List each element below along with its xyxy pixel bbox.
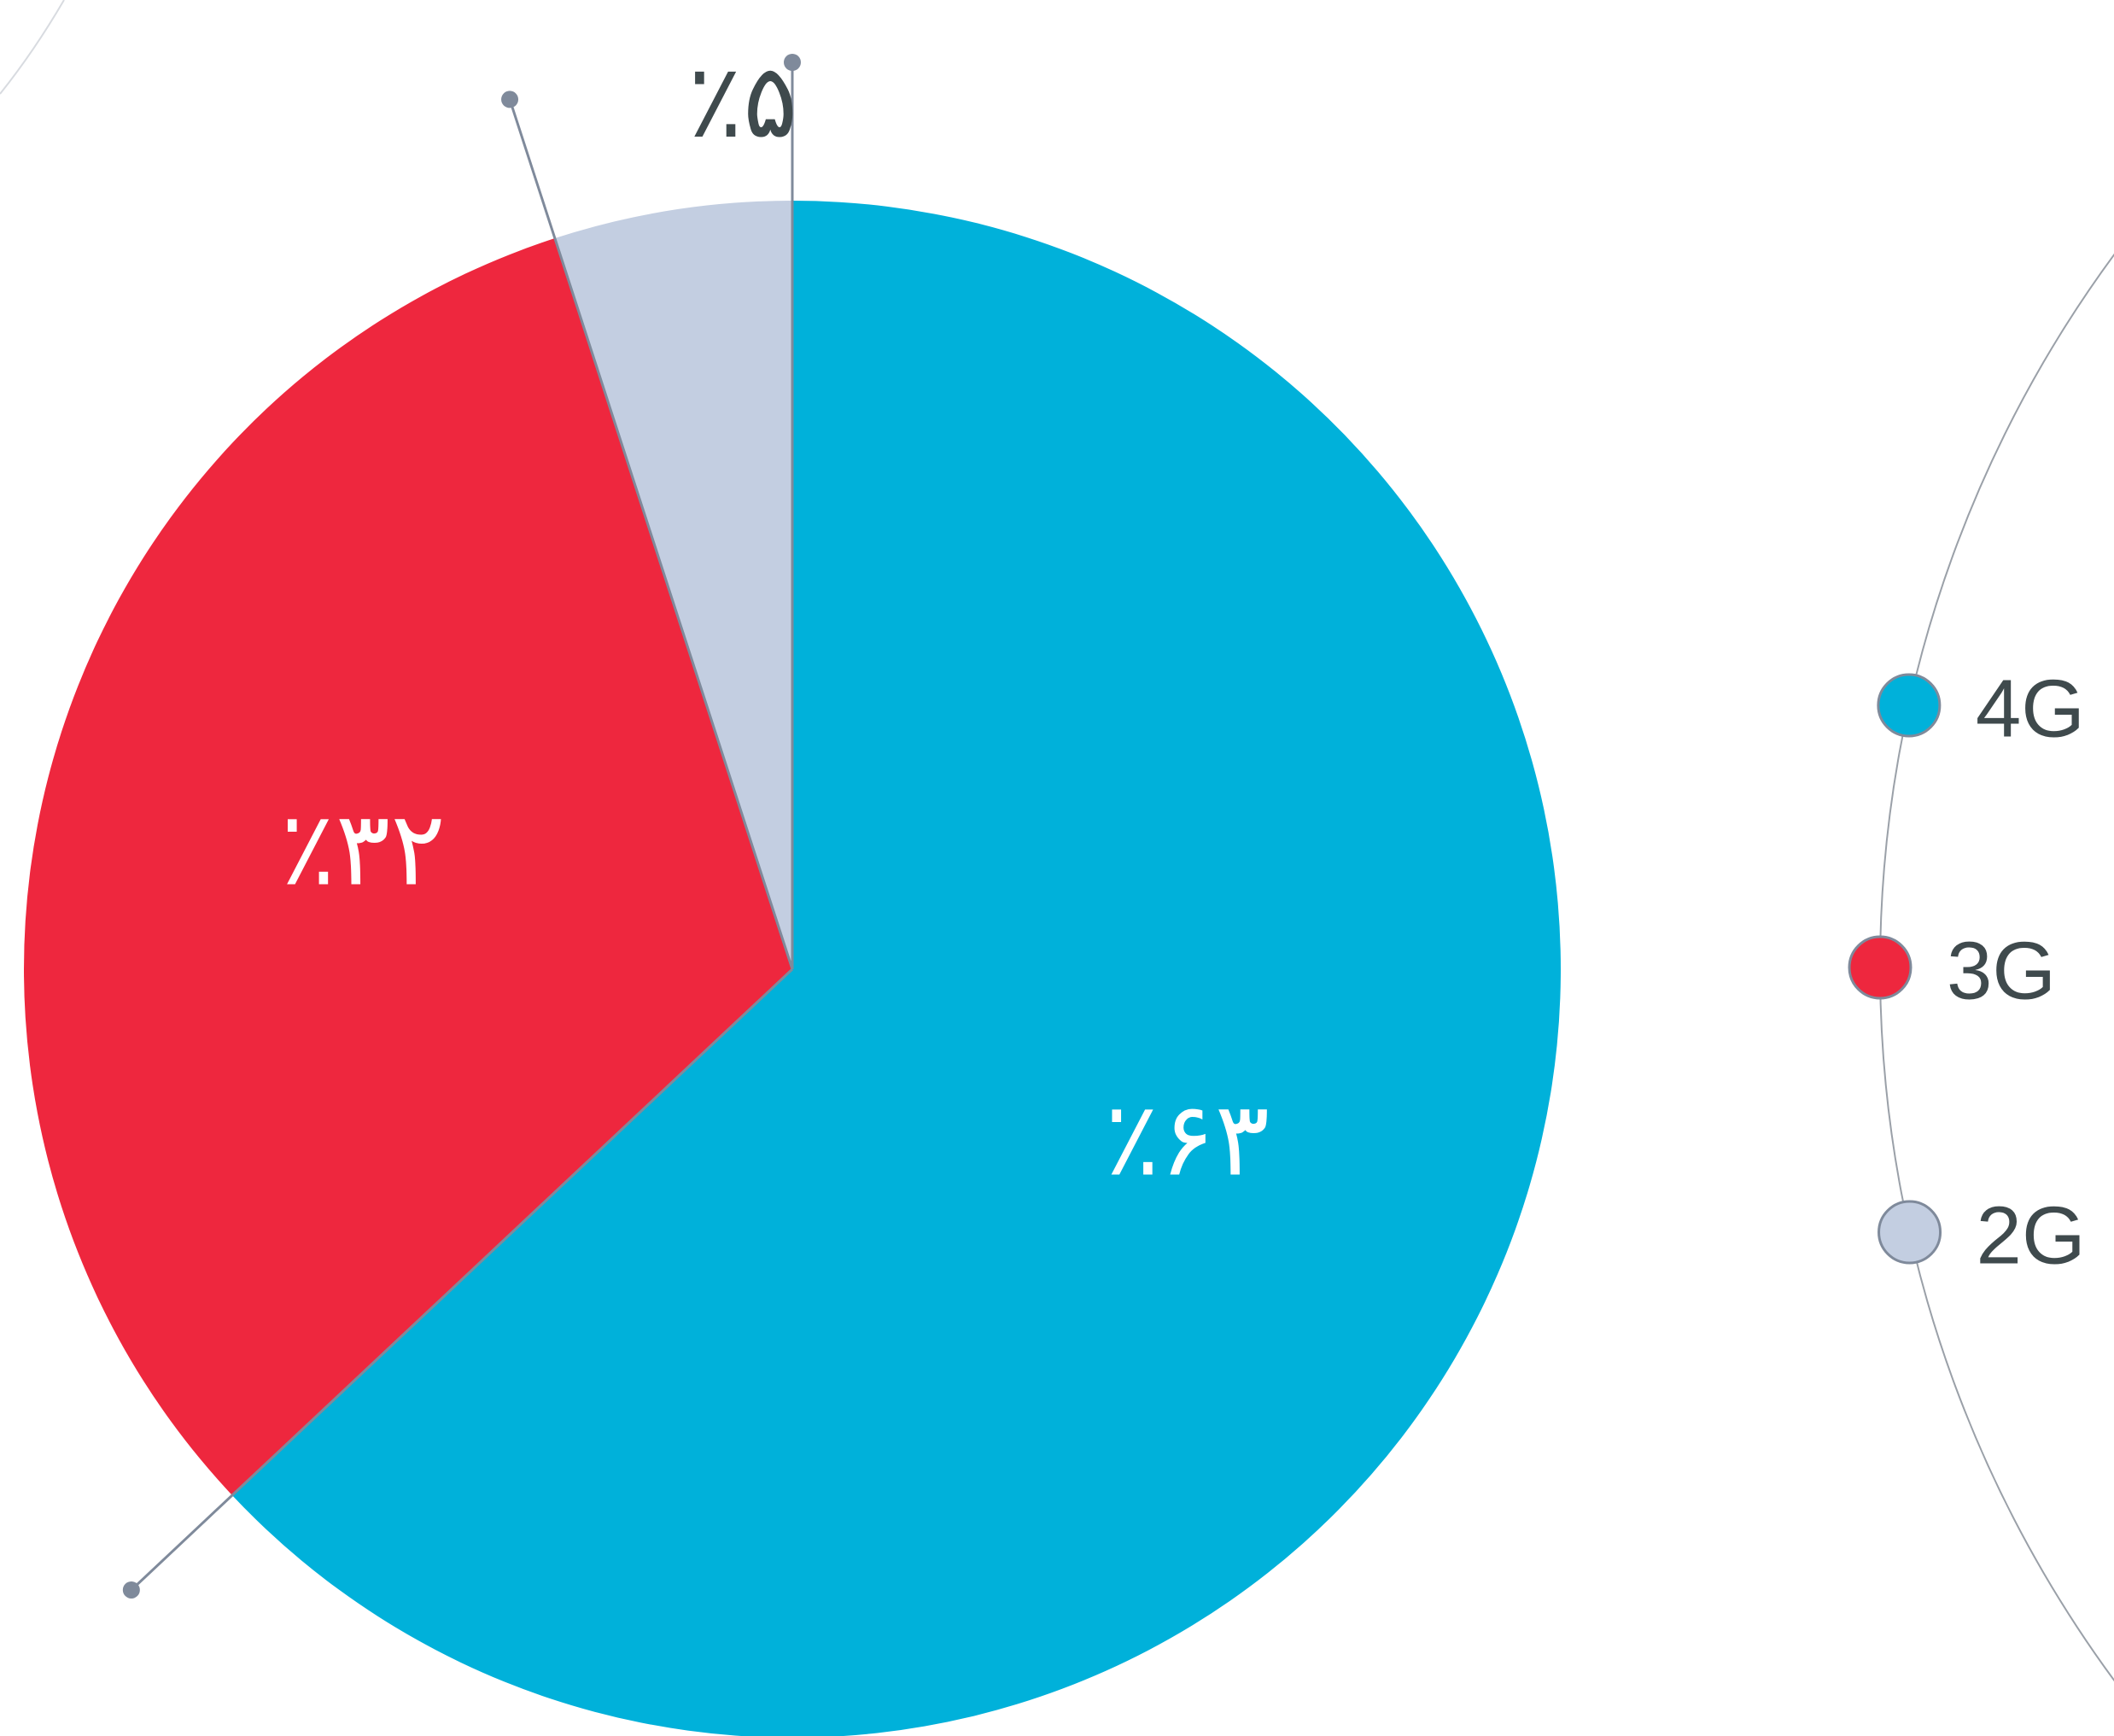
legend-dot-4g: [1877, 673, 1942, 738]
leader-line-upper-left: [508, 98, 794, 970]
leader-lines: [122, 54, 801, 1599]
pie-slices: [23, 201, 1561, 1736]
legend-label-2g: 2G: [1977, 1190, 2086, 1282]
pie-slice-2g: [554, 201, 792, 969]
legend-label-3g: 3G: [1947, 926, 2056, 1017]
pie-slice-3g: [23, 238, 792, 1496]
slice-label-3g: ٪۳۲: [280, 791, 445, 909]
legend-dot-3g: [1848, 935, 1913, 1000]
slice-labels: ٪۶۳ ٪۳۲ ٪۵: [280, 43, 1270, 1200]
legend-label-4g: 4G: [1976, 663, 2085, 755]
pie-slice-4g: [231, 201, 1561, 1736]
leader-line-lower-left: [130, 967, 794, 1592]
leader-dot-lower-left: [122, 1581, 140, 1599]
slice-label-4g: ٪۶۳: [1105, 1081, 1270, 1200]
leader-dot-top: [784, 54, 801, 71]
slice-label-2g: ٪۵: [688, 43, 798, 161]
legend-dot-2g: [1877, 1200, 1942, 1265]
leader-dot-upper-left: [501, 91, 519, 108]
corner-arc: [0, 0, 65, 95]
